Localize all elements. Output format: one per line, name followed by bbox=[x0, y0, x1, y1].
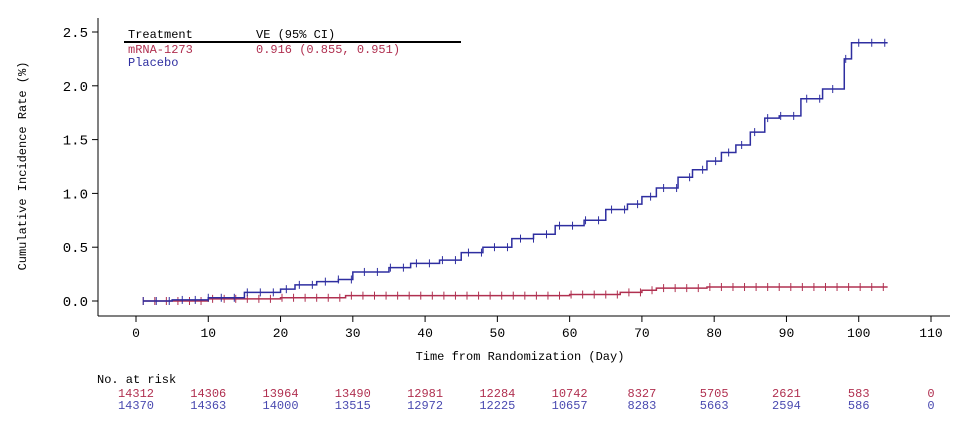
risk-value: 12225 bbox=[479, 399, 515, 413]
risk-value: 12284 bbox=[479, 387, 515, 401]
x-axis-label: Time from Randomization (Day) bbox=[416, 350, 625, 364]
legend-entry: Placebo bbox=[128, 56, 178, 70]
x-tick-label: 60 bbox=[562, 326, 578, 341]
risk-value: 0 bbox=[927, 399, 934, 413]
risk-value: 14370 bbox=[118, 399, 154, 413]
x-tick-label: 110 bbox=[919, 326, 942, 341]
y-tick-label: 1.5 bbox=[63, 134, 88, 150]
risk-value: 14306 bbox=[190, 387, 226, 401]
legend-header: VE (95% CI) bbox=[256, 28, 335, 42]
x-tick-label: 0 bbox=[132, 326, 140, 341]
risk-value: 12981 bbox=[407, 387, 443, 401]
x-tick-label: 10 bbox=[200, 326, 216, 341]
risk-value: 2621 bbox=[772, 387, 801, 401]
risk-value: 8283 bbox=[628, 399, 657, 413]
risk-value: 2594 bbox=[772, 399, 801, 413]
risk-value: 586 bbox=[848, 399, 870, 413]
risk-value: 5663 bbox=[700, 399, 729, 413]
risk-value: 13964 bbox=[263, 387, 299, 401]
risk-value: 0 bbox=[927, 387, 934, 401]
risk-value: 10742 bbox=[552, 387, 588, 401]
risk-value: 5705 bbox=[700, 387, 729, 401]
risk-value: 8327 bbox=[628, 387, 657, 401]
y-tick-label: 0.0 bbox=[63, 295, 88, 311]
y-axis-label: Cumulative Incidence Rate (%) bbox=[16, 62, 30, 271]
risk-value: 14363 bbox=[190, 399, 226, 413]
y-tick-label: 0.5 bbox=[63, 241, 88, 257]
x-tick-label: 30 bbox=[345, 326, 361, 341]
risk-value: 13515 bbox=[335, 399, 371, 413]
risk-table-title: No. at risk bbox=[97, 373, 176, 387]
y-tick-label: 2.5 bbox=[63, 26, 88, 42]
risk-value: 13490 bbox=[335, 387, 371, 401]
x-tick-label: 50 bbox=[490, 326, 506, 341]
risk-value: 12972 bbox=[407, 399, 443, 413]
y-tick-label: 1.0 bbox=[63, 187, 88, 203]
legend-ve: 0.916 (0.855, 0.951) bbox=[256, 43, 400, 57]
y-tick-label: 2.0 bbox=[63, 80, 88, 96]
risk-value: 14312 bbox=[118, 387, 154, 401]
series-line-0 bbox=[143, 286, 888, 302]
x-tick-label: 70 bbox=[634, 326, 650, 341]
series-line-1 bbox=[143, 42, 888, 302]
x-tick-label: 40 bbox=[417, 326, 433, 341]
x-tick-label: 90 bbox=[779, 326, 795, 341]
x-tick-label: 20 bbox=[273, 326, 289, 341]
risk-value: 14000 bbox=[263, 399, 299, 413]
risk-value: 10657 bbox=[552, 399, 588, 413]
legend-entry: mRNA-1273 bbox=[128, 43, 193, 57]
legend-header: Treatment bbox=[128, 28, 193, 42]
risk-value: 583 bbox=[848, 387, 870, 401]
x-tick-label: 80 bbox=[706, 326, 722, 341]
x-tick-label: 100 bbox=[847, 326, 870, 341]
